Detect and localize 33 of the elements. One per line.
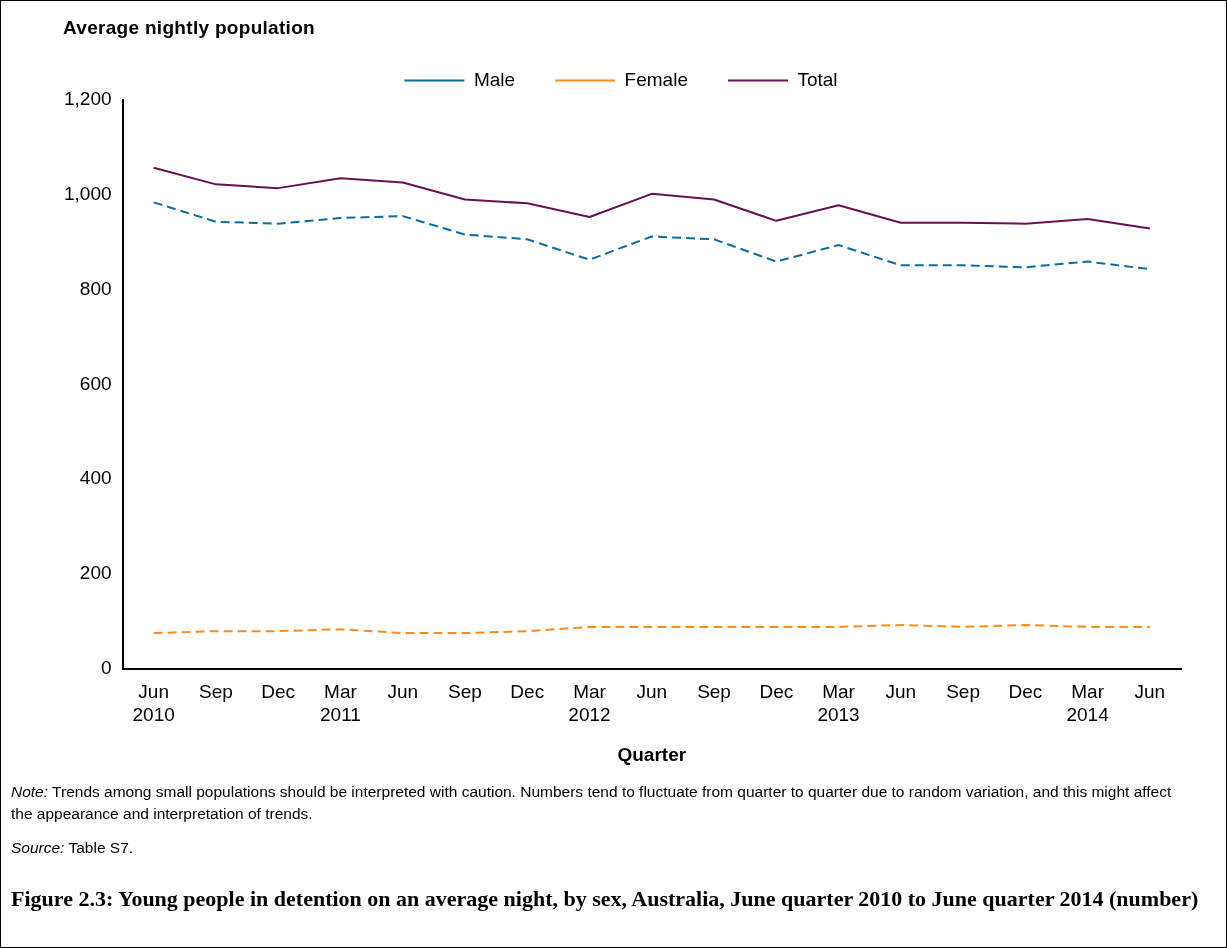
- legend-label: Male: [473, 68, 516, 90]
- x-tick-label: Dec: [510, 681, 545, 703]
- y-tick-label: 400: [79, 467, 112, 489]
- y-axis-title: Average nightly population: [63, 17, 315, 39]
- legend-label: Female: [624, 68, 688, 90]
- x-tick-label: Mar 2013: [817, 681, 860, 726]
- y-tick-label: 1,000: [64, 183, 112, 204]
- x-tick-label: Jun: [885, 681, 917, 703]
- x-tick-label: Mar 2012: [568, 681, 611, 726]
- x-tick-label: Dec: [759, 681, 794, 703]
- y-tick-label: 1,200: [64, 88, 112, 110]
- x-tick-label: Dec: [1008, 681, 1043, 703]
- text: Figure 2.3: Young people in detention on an average night, by sex, Australia, June quarter 2010 to June quarter 2014 (number): [11, 885, 1200, 913]
- source-note: Source: Table S7.: [11, 838, 135, 858]
- y-tick-label: 0: [100, 656, 112, 678]
- y-tick-label: 200: [79, 562, 112, 584]
- y-tick-label: 800: [79, 277, 112, 299]
- x-tick-label: Jun: [636, 681, 668, 703]
- y-tick-label: 600: [79, 372, 112, 394]
- x-tick-label: Sep: [448, 681, 482, 703]
- line-series: [152, 624, 1151, 635]
- x-tick-label: Jun: [387, 681, 419, 703]
- x-tick-label: Sep: [697, 681, 731, 703]
- x-tick-label: Dec: [261, 681, 296, 703]
- x-tick-label: Mar 2014: [1066, 681, 1110, 726]
- x-tick-label: Sep: [199, 681, 233, 703]
- legend-label: Total: [797, 68, 838, 90]
- x-tick-label: Jun 2010: [132, 681, 175, 726]
- x-tick-label: Mar 2011: [320, 681, 361, 726]
- text: Note: Trends among small populations should be interpreted with caution. Numbers tend to fluctuate from quarter to quarter due to random variation, and this might affect the appearance and interpretation of trends.: [11, 782, 1173, 824]
- x-tick-label: Sep: [946, 681, 980, 703]
- x-tick-label: Jun: [1134, 681, 1166, 703]
- x-axis-title: Quarter: [617, 743, 687, 765]
